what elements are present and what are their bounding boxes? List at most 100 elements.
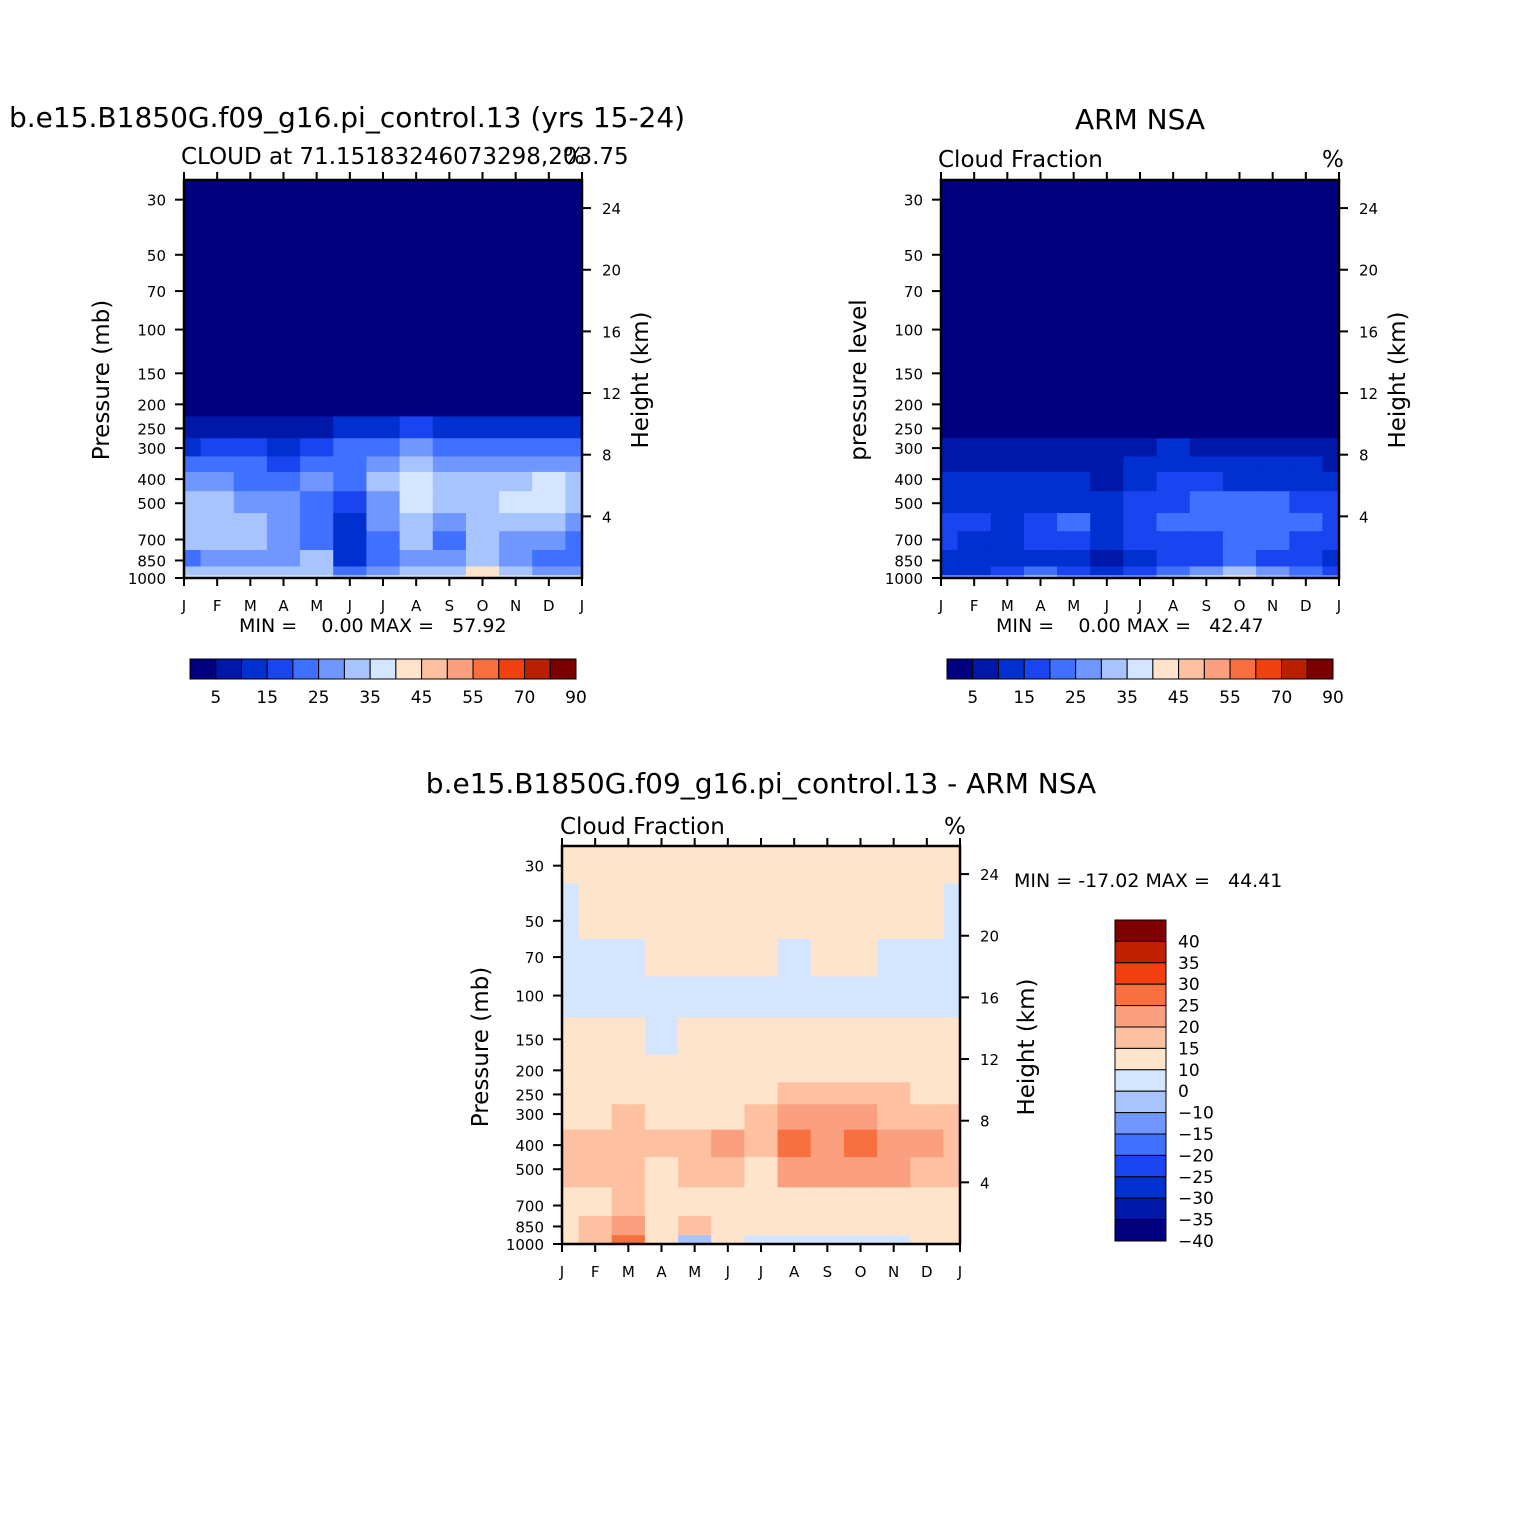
panel-c-cell — [910, 1082, 945, 1105]
panel-c-cell — [777, 1187, 812, 1217]
panel-c-cell — [910, 883, 945, 940]
panel-a-cell — [399, 491, 434, 514]
panel-a-cell — [233, 575, 268, 578]
colorbar-box — [1114, 1069, 1167, 1092]
colorbar-label: 10 — [1178, 1061, 1200, 1081]
x-tick-label: J — [559, 1263, 564, 1281]
panel-c-cell — [644, 938, 679, 977]
panel-c-cell — [611, 1157, 646, 1188]
panel-a-cell — [233, 566, 268, 576]
colorbar-box — [1255, 658, 1283, 680]
y-tick-label: 500 — [894, 495, 923, 513]
panel-c-cell — [777, 1017, 812, 1056]
panel-b-cell — [1289, 416, 1324, 439]
panel-b-cell — [1322, 276, 1339, 390]
panel-a-cell — [300, 513, 334, 532]
panel-a-plot: J F M A M J J A S O N D J 30 50 70 100 150 200 250 300 400 500… — [128, 172, 621, 615]
panel-c-cell — [744, 1157, 779, 1188]
panel-c-cell — [562, 938, 580, 977]
panel-c-cell — [910, 1235, 945, 1244]
y-tick-label: 250 — [515, 1086, 544, 1104]
panel-b-plot: J F M A M J J A S O N D J 30 50 70 100 150 200 250 300 400 500… — [885, 172, 1378, 615]
panel-b-cell — [1222, 531, 1257, 551]
panel-a-cell — [432, 438, 467, 458]
panel-a-cell — [399, 388, 434, 417]
panel-c-cell — [843, 1129, 878, 1158]
colorbar-box — [1114, 983, 1167, 1007]
panel-b-cell — [941, 180, 959, 278]
x-tick-label: A — [1168, 597, 1179, 615]
panel-b-cell — [1123, 388, 1158, 417]
panel-c-cell — [744, 1129, 779, 1158]
panel-c-cell — [877, 1157, 911, 1188]
panel-a-cell — [266, 388, 301, 417]
panel-a-cell — [532, 575, 567, 578]
panel-b-cell — [1189, 471, 1224, 492]
panel-b-cell — [1256, 456, 1290, 473]
panel-a-cell — [432, 513, 467, 532]
y-tick-label: 250 — [894, 420, 923, 438]
panel-b-units: % — [1322, 147, 1344, 173]
panel-b-cell — [1123, 456, 1158, 473]
panel-b-cell — [1123, 491, 1158, 514]
panel-b-cell — [1057, 456, 1091, 473]
panel-a-cell — [499, 388, 533, 417]
colorbar-box — [524, 658, 551, 680]
panel-b-cell — [957, 438, 992, 458]
panel-a-cell — [200, 456, 235, 473]
panel-a-cell — [432, 575, 467, 578]
y-right-tick-label: 20 — [980, 928, 999, 946]
colorbar-box — [1114, 1112, 1167, 1135]
y-tick-label: 100 — [515, 988, 544, 1006]
colorbar-label: 25 — [308, 688, 330, 708]
panel-c-cell — [562, 1129, 580, 1158]
panel-c-cell — [910, 1187, 945, 1217]
colorbar-box — [1229, 658, 1257, 680]
colorbar-box — [1114, 1197, 1167, 1221]
panel-c-cell — [744, 976, 779, 1019]
panel-b-cell — [1057, 416, 1091, 439]
panel-b-cell — [1289, 471, 1324, 492]
colorbar-box — [266, 658, 294, 680]
panel-b-cell — [941, 549, 959, 568]
panel-a-cell — [333, 456, 368, 473]
panel-c-cell — [711, 1017, 746, 1056]
panel-c-plot: J F M A M J J A S O N D J 30 50 70 100 150 200 250 300 400 500… — [506, 838, 999, 1281]
panel-b-cell — [1023, 438, 1058, 458]
panel-b-cell — [990, 456, 1025, 473]
panel-b-cell — [1322, 513, 1339, 532]
panel-b-cell — [1189, 416, 1224, 439]
panel-c-cell — [910, 976, 945, 1019]
panel-a-cell — [200, 471, 235, 492]
panel-b-cell — [1156, 438, 1191, 458]
panel-b-cell — [1289, 456, 1324, 473]
colorbar-box — [1114, 1176, 1167, 1199]
panel-a-cell — [333, 276, 368, 390]
panel-c-cell — [711, 938, 746, 977]
panel-c-cell — [910, 1104, 945, 1131]
panel-b-cell — [990, 549, 1025, 568]
panel-b-cell — [957, 388, 992, 417]
panel-c-cell — [578, 1187, 613, 1217]
panel-b-cell — [990, 438, 1025, 458]
y-tick-label: 30 — [904, 192, 923, 210]
y-tick-label: 850 — [894, 552, 923, 570]
panel-c-cell — [810, 1215, 845, 1236]
panel-a-cell — [300, 438, 334, 458]
panel-b-cell — [1090, 549, 1125, 568]
panel-a-subtitle: CLOUD at 71.15183246073298,203.75 — [181, 144, 629, 170]
panel-c-cell — [943, 1187, 960, 1217]
panel-a-cell — [499, 491, 533, 514]
colorbar-box — [1114, 1047, 1167, 1071]
x-tick-label: S — [445, 597, 455, 615]
panel-a-cell — [300, 180, 334, 278]
panel-b-cell — [1189, 531, 1224, 551]
panel-a-cell — [465, 456, 500, 473]
panel-a-cell — [300, 416, 334, 439]
panel-c-cell — [578, 1157, 613, 1188]
colorbar-box — [946, 658, 974, 680]
panel-b-cell — [1222, 549, 1257, 568]
panel-a-cell — [465, 491, 500, 514]
x-tick-label: N — [888, 1263, 899, 1281]
colorbar-label: −20 — [1178, 1146, 1214, 1166]
